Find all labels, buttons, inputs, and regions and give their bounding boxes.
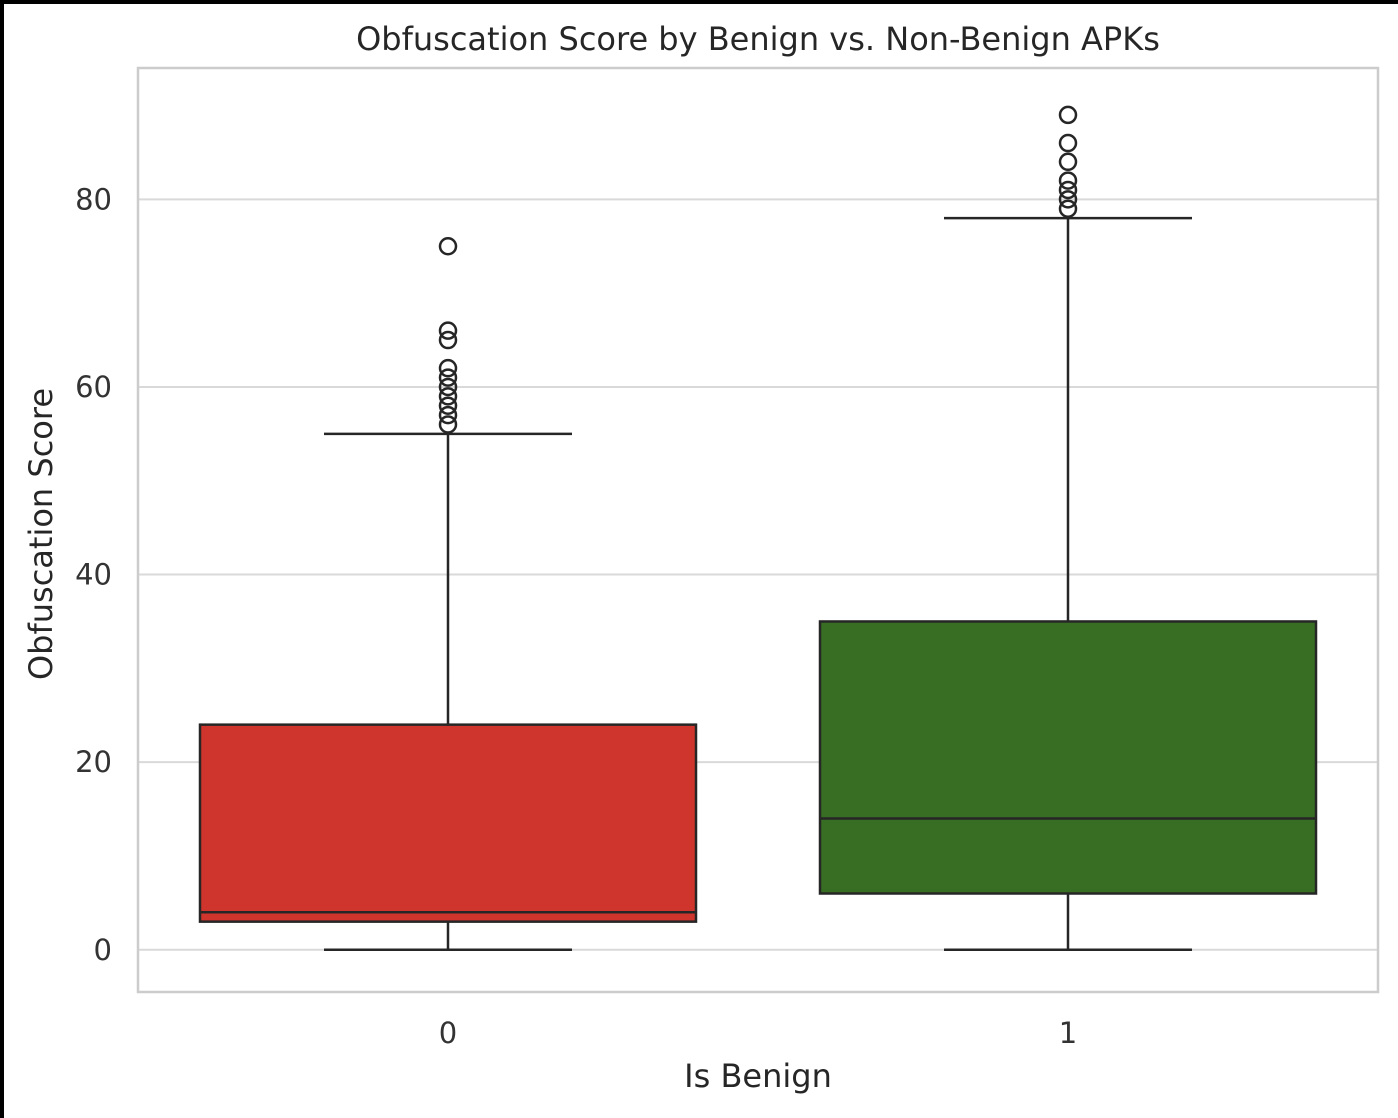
x-tick-label: 1 [1059,1016,1077,1050]
outlier-point [1058,199,1078,218]
outlier-point [438,387,458,406]
outlier-point [1058,180,1078,200]
outlier-point [1058,105,1078,125]
y-tick-label: 40 [75,558,112,592]
iqr-box [198,723,698,923]
y-tick-label: 80 [75,182,112,216]
y-axis-label: Obfuscation Score [22,388,60,680]
outlier-point [1058,152,1078,172]
x-tick-label: 0 [439,1016,457,1050]
outlier-point [438,368,458,387]
outlier-point [438,405,458,425]
outlier-point [438,358,458,378]
y-tick-label: 60 [75,370,112,404]
y-tick-label: 0 [94,933,112,967]
box-group-0 [198,236,698,952]
outlier-point [1058,190,1078,209]
outlier-point [1058,133,1078,153]
outlier-point [1058,171,1078,190]
outlier-point [438,415,458,434]
y-axis-ticks: 0 20 40 60 80 [75,182,112,966]
box-group-1 [818,105,1318,952]
x-axis-label: Is Benign [684,1057,832,1095]
boxes [198,105,1318,952]
chart-title: Obfuscation Score by Benign vs. Non-Beni… [356,20,1160,58]
y-tick-label: 20 [75,745,112,779]
plot-area-frame [136,66,1380,994]
outlier-point [438,396,458,415]
outlier-point [438,236,458,256]
outlier-point [438,321,458,340]
outlier-point [438,377,458,397]
iqr-box [818,620,1318,895]
outlier-point [438,330,458,350]
